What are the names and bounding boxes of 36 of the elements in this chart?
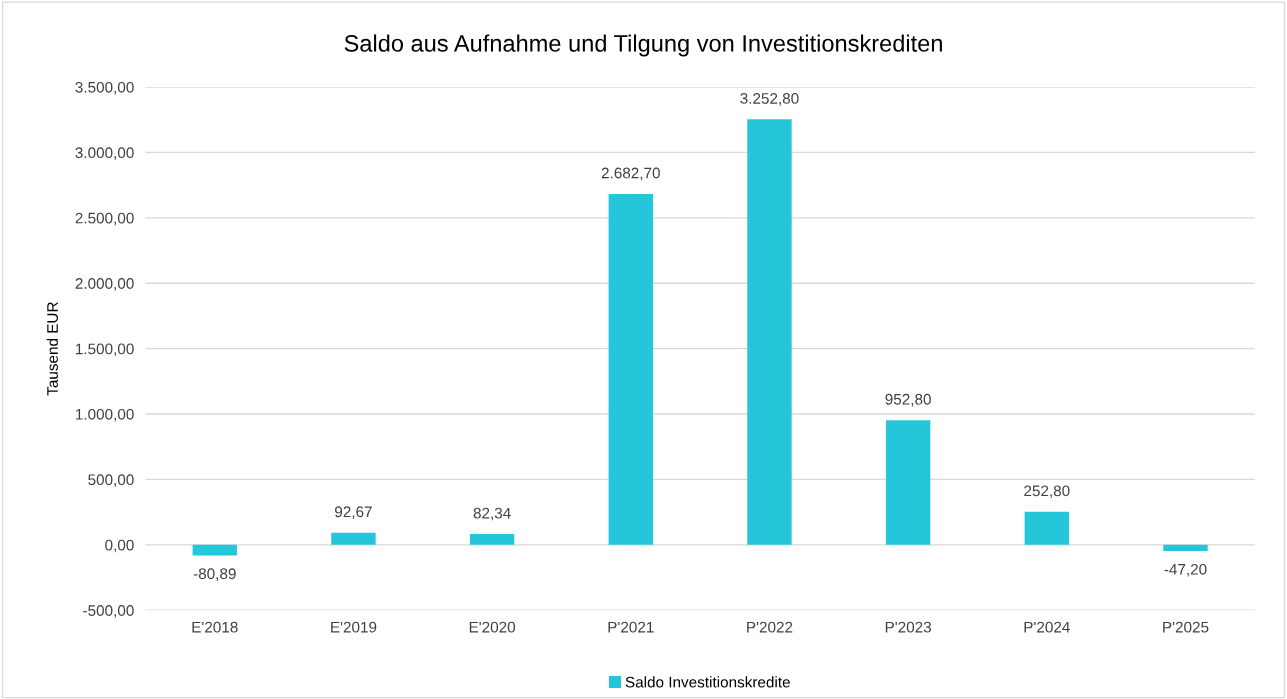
bar — [1163, 544, 1208, 551]
x-tick-label: E'2020 — [469, 621, 516, 633]
y-tick-label: 2.500,00 — [75, 212, 134, 226]
data-label: -80,89 — [193, 568, 236, 581]
chart-title: Saldo aus Aufnahme und Tilgung von Investitionskrediten — [344, 34, 942, 57]
y-axis-title: Tausend EUR — [46, 302, 58, 396]
bar — [608, 193, 653, 545]
x-tick-label: P'2022 — [747, 621, 793, 633]
data-label: 252,80 — [1024, 485, 1070, 499]
bar — [885, 420, 931, 545]
y-tick-label: 0,00 — [105, 539, 134, 553]
data-label: -47,20 — [1164, 563, 1207, 577]
x-tick-label: P'2025 — [1163, 621, 1209, 633]
data-label: 2.682,70 — [601, 167, 660, 181]
bar — [192, 544, 237, 556]
y-tick-label: 1.000,00 — [76, 408, 134, 422]
y-tick-label: -500,00 — [83, 605, 134, 618]
y-tick-label: 2.000,00 — [75, 278, 134, 291]
bar — [469, 534, 515, 545]
y-tick-label: 500,00 — [88, 474, 134, 487]
bar — [331, 532, 376, 545]
x-tick-label: E'2019 — [331, 621, 377, 633]
y-tick-label: 3.000,00 — [75, 147, 134, 160]
data-label: 82,34 — [473, 507, 511, 521]
data-label: 92,67 — [335, 506, 372, 519]
data-label: 3.252,80 — [740, 93, 799, 106]
x-tick-label: E'2018 — [192, 621, 238, 633]
bar — [747, 119, 792, 545]
bar — [1024, 511, 1069, 545]
y-tick-label: 1.500,00 — [76, 343, 134, 357]
x-tick-label: P'2024 — [1024, 621, 1070, 633]
x-tick-label: P'2021 — [608, 621, 654, 633]
y-tick-label: 3.500,00 — [75, 81, 134, 95]
data-label: 952,80 — [885, 393, 931, 407]
legend-label: Saldo Investitionskredite — [625, 676, 790, 688]
x-tick-label: P'2023 — [885, 621, 932, 633]
